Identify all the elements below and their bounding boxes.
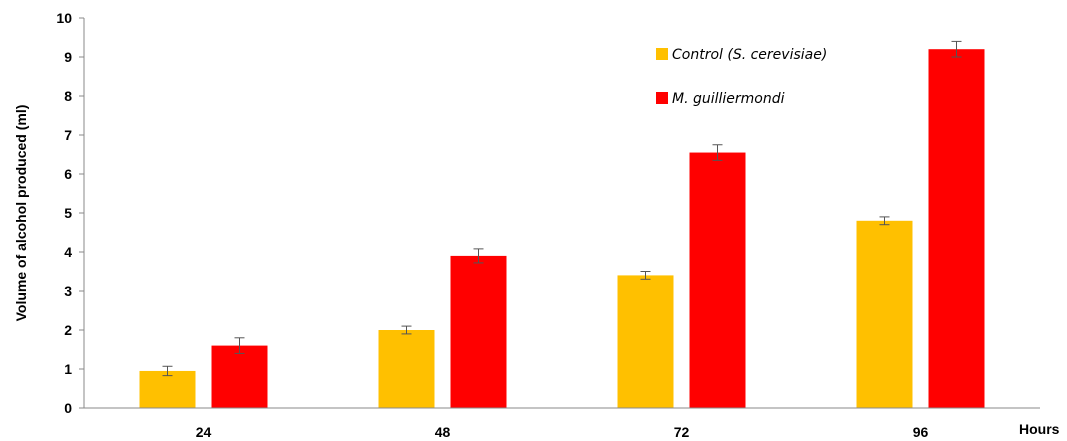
y-tick-label: 6: [64, 166, 72, 182]
y-tick-label: 10: [56, 10, 72, 26]
error-bar: [234, 337, 245, 354]
x-tick-label: 48: [435, 424, 451, 440]
error-bar: [879, 216, 890, 226]
x-tick-label: 96: [913, 424, 929, 440]
error-bar: [401, 325, 412, 335]
y-tick-label: 0: [64, 400, 72, 416]
error-bar: [162, 365, 173, 377]
error-bar: [951, 40, 962, 58]
y-tick-label: 1: [64, 361, 72, 377]
y-tick-label: 3: [64, 283, 72, 299]
legend-label: M. guilliermondi: [672, 91, 785, 107]
y-tick-label: 9: [64, 49, 72, 65]
legend-label: Control (S. cerevisiae): [672, 47, 827, 63]
x-axis-title: Hours: [1019, 421, 1060, 437]
x-axis: 24 48 72 96: [196, 424, 929, 440]
x-tick-label: 24: [196, 424, 212, 440]
legend: Control (S. cerevisiae) M. guilliermondi: [656, 47, 827, 107]
y-tick-label: 7: [64, 127, 72, 143]
error-bar: [640, 271, 651, 280]
legend-swatch: [656, 92, 668, 104]
y-axis: 0 1 2 3 4 5 6 7 8 9 10: [56, 10, 84, 416]
x-tick-label: 72: [674, 424, 690, 440]
error-bars: [162, 40, 962, 377]
bar-control: [856, 220, 913, 408]
y-tick-label: 2: [64, 322, 72, 338]
legend-swatch: [656, 48, 668, 60]
bar-m-guilliermondi: [450, 255, 507, 408]
bar-m-guilliermondi: [689, 152, 746, 408]
bar-m-guilliermondi: [928, 49, 985, 408]
y-tick-label: 4: [64, 244, 72, 260]
y-tick-label: 8: [64, 88, 72, 104]
y-tick-label: 5: [64, 205, 72, 221]
error-bar: [712, 144, 723, 161]
y-axis-title: Volume of alcohol produced (ml): [13, 105, 29, 322]
bar-control: [139, 370, 196, 408]
error-bar: [473, 248, 484, 264]
bar-control: [617, 275, 674, 408]
bar-control: [378, 330, 435, 408]
bars: [139, 49, 985, 408]
bar-m-guilliermondi: [211, 345, 268, 408]
